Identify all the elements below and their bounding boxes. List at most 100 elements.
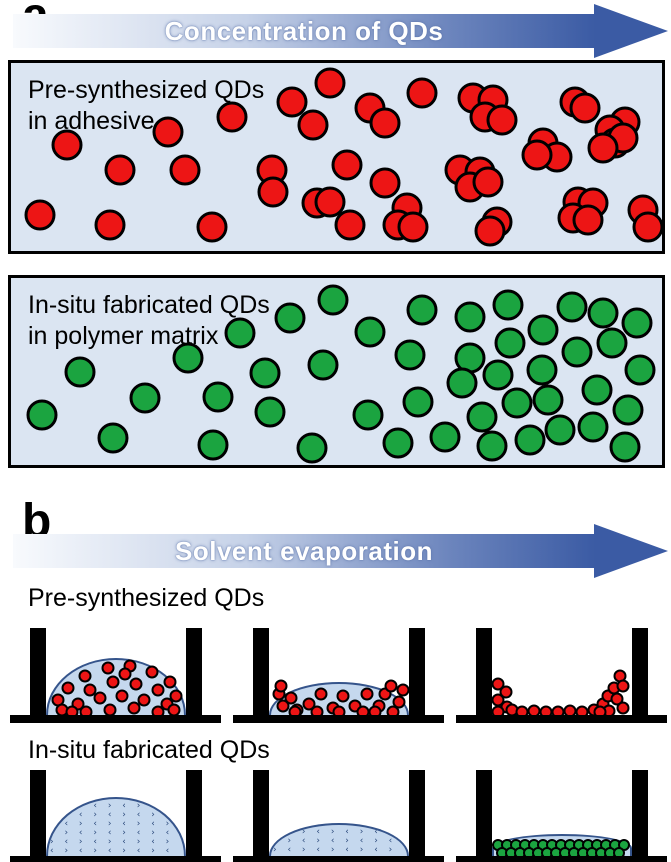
qd-dot [446, 367, 478, 399]
qd-dot [163, 675, 177, 689]
qd-dot [392, 695, 406, 709]
qd-dot [51, 129, 83, 161]
qd-dot [494, 327, 526, 359]
qd-dot [336, 689, 350, 703]
qd-dot [314, 67, 346, 99]
well-baseline [10, 715, 221, 723]
well-diagram [10, 620, 225, 723]
qd-dot [104, 154, 136, 186]
evaporation-arrow: Solvent evaporation [13, 524, 669, 578]
qd-dot [369, 167, 401, 199]
arrow-head-icon [594, 524, 668, 578]
qd-dot [369, 107, 401, 139]
box-title: In-situ fabricated QDs in polymer matrix [11, 278, 662, 353]
well-baseline [456, 856, 667, 862]
box-title-line2: in adhesive [28, 107, 155, 136]
box-title-line2: in polymer matrix [28, 322, 219, 351]
box-title-line1: Pre-synthesized QDs [28, 76, 265, 104]
qd-dot [587, 297, 619, 329]
well-wall-right [186, 628, 202, 715]
qd-dot [561, 336, 593, 368]
row-title-presynthesized: Pre-synthesized QDs [28, 584, 265, 612]
qd-dot [93, 691, 107, 705]
well-diagram [233, 620, 448, 723]
well-baseline [233, 715, 444, 723]
qd-dot [129, 677, 143, 691]
row-title-insitu: In-situ fabricated QDs [28, 736, 270, 764]
well-diagram: › ‹ › ‹ › ‹ › ‹ › ‹ › ‹ › ‹ › ‹ › ‹ › ‹ … [233, 768, 448, 862]
qd-dot [454, 301, 486, 333]
well-baseline [456, 715, 667, 723]
qd-dot [129, 382, 161, 414]
polymer-texture: › ‹ › ‹ › ‹ › ‹ › ‹ › ‹ › ‹ › ‹ › ‹ › ‹ … [50, 802, 174, 856]
qd-dot [402, 386, 434, 418]
qd-dot [334, 209, 366, 241]
qd-dot [486, 104, 518, 136]
qd-dot [544, 414, 576, 446]
qd-dot [314, 687, 328, 701]
well-diagram: › ‹ › ‹ › ‹ › ‹ › ‹ › ‹ › ‹ › ‹ › ‹ › ‹ … [10, 768, 225, 862]
liquid-dome: › ‹ › ‹ › ‹ › ‹ › ‹ › ‹ › ‹ › ‹ › ‹ › ‹ … [46, 797, 186, 856]
arrow-shaft: Solvent evaporation [13, 534, 595, 568]
qd-dot [616, 701, 630, 715]
qd-box-presynthesized: Pre-synthesized QDs in adhesive [8, 60, 665, 254]
well-wall-left [476, 628, 492, 715]
qd-dot [169, 689, 183, 703]
well-diagram [456, 768, 671, 862]
qd-dot [296, 432, 328, 464]
qd-dot [145, 665, 159, 679]
well-wall-left [30, 770, 46, 856]
well-wall-left [30, 628, 46, 715]
well-wall-left [253, 770, 269, 856]
concentration-arrow: Concentration of QDs [13, 4, 669, 58]
qd-dot [202, 381, 234, 413]
qd-dot [429, 421, 461, 453]
qd-dot [492, 289, 524, 321]
qd-dot [624, 354, 656, 386]
qd-dot [384, 679, 398, 693]
well-diagram [456, 620, 671, 723]
qd-dot [572, 204, 604, 236]
qd-dot [331, 149, 363, 181]
qd-dot [501, 387, 533, 419]
qd-dot [394, 339, 426, 371]
qd-box-insitu: In-situ fabricated QDs in polymer matrix [8, 275, 665, 468]
qd-dot [352, 399, 384, 431]
well-wall-right [409, 770, 425, 856]
qd-dot [616, 679, 630, 693]
well-wall-left [253, 628, 269, 715]
qd-dot [151, 683, 165, 697]
polymer-texture: › ‹ › ‹ › ‹ › ‹ › ‹ › ‹ › ‹ › ‹ › ‹ › ‹ … [273, 828, 397, 856]
qd-dot [360, 687, 374, 701]
qd-dot [169, 154, 201, 186]
qd-dot [216, 101, 248, 133]
qd-dot [61, 681, 75, 695]
qd-dot [249, 357, 281, 389]
qd-dot [621, 307, 653, 339]
qd-dot [521, 139, 553, 171]
qd-dot [472, 166, 504, 198]
qd-dot [196, 211, 228, 243]
qd-dot [97, 422, 129, 454]
qd-dot [83, 683, 97, 697]
arrow-label: Solvent evaporation [175, 535, 433, 566]
qd-dot [254, 396, 286, 428]
well-wall-right [632, 628, 648, 715]
qd-dot [609, 431, 641, 463]
qd-dot [197, 429, 229, 461]
qd-dot [257, 176, 289, 208]
qd-dot [474, 215, 506, 247]
qd-dot [406, 77, 438, 109]
qd-dot [94, 209, 126, 241]
arrow-label: Concentration of QDs [164, 15, 444, 46]
qd-dot [396, 683, 410, 697]
box-title-line1: In-situ fabricated QDs [28, 291, 270, 319]
qd-dot [569, 92, 601, 124]
qd-dot [526, 354, 558, 386]
qd-dot [596, 327, 628, 359]
well-baseline [10, 856, 221, 862]
arrow-shaft: Concentration of QDs [13, 14, 595, 48]
qd-dot [382, 427, 414, 459]
qd-dot [115, 689, 129, 703]
